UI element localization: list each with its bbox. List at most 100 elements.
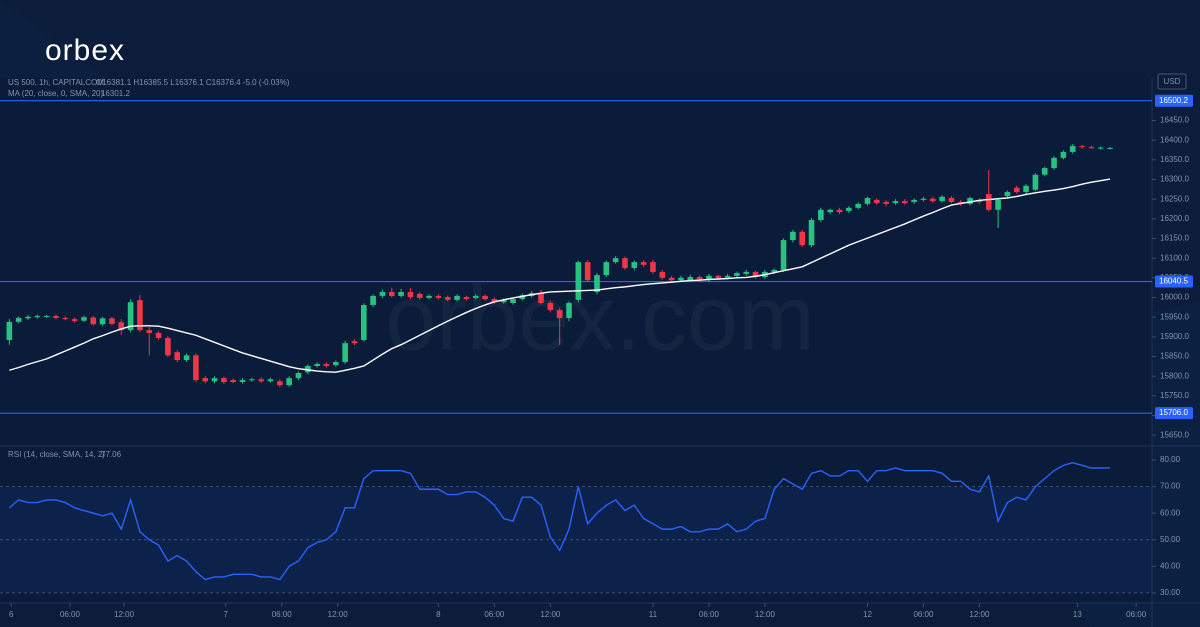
candle-body <box>500 299 507 303</box>
candle-body <box>780 240 787 270</box>
candle-body <box>426 295 432 298</box>
level-label: 15706.0 <box>1159 408 1188 417</box>
symbol-title: US 500, 1h, CAPITALCOM <box>8 78 104 87</box>
candle-body <box>221 378 227 383</box>
x-tick-label: 6 <box>9 610 14 619</box>
watermark: orbex.com <box>385 267 815 369</box>
y-tick-label: 80.00 <box>1160 455 1181 464</box>
candle-body <box>435 295 442 298</box>
candle-body <box>416 293 423 298</box>
candle-body <box>444 297 451 300</box>
candle-body <box>34 315 41 318</box>
candle-body <box>995 199 1001 210</box>
candle-body <box>659 271 666 278</box>
candle-body <box>808 220 815 246</box>
y-tick-label: 15650.0 <box>1160 430 1189 439</box>
candle-body <box>771 269 778 272</box>
candle-body <box>258 379 264 382</box>
y-tick-label: 16250.0 <box>1160 194 1189 203</box>
candle-body <box>99 318 106 325</box>
candle-body <box>687 277 694 281</box>
candle-body <box>575 262 582 300</box>
y-tick-label: 16400.0 <box>1160 135 1189 144</box>
candle-body <box>305 365 311 373</box>
candle-body <box>342 343 348 363</box>
candle-body <box>836 209 843 213</box>
candle-body <box>165 338 171 356</box>
y-tick-label: 60.00 <box>1160 508 1181 517</box>
x-tick-label: 12:00 <box>969 610 990 619</box>
candle-body <box>379 291 386 296</box>
level-label: 16040.5 <box>1159 277 1188 286</box>
y-tick-label: 16300.0 <box>1160 175 1189 184</box>
x-tick-label: 8 <box>436 610 441 619</box>
y-tick-label: 16450.0 <box>1160 116 1189 125</box>
candle-body <box>90 317 97 325</box>
x-tick-label: 06:00 <box>699 610 720 619</box>
candle-body <box>696 277 703 281</box>
candle-body <box>622 258 628 268</box>
y-tick-label: 15900.0 <box>1160 332 1189 341</box>
candle-body <box>333 362 339 366</box>
candle-body <box>1069 146 1076 152</box>
x-tick-label: 06:00 <box>60 610 81 619</box>
candle-body <box>715 275 722 278</box>
candle-body <box>1051 157 1057 169</box>
candle-body <box>277 381 283 386</box>
candle-body <box>743 271 750 274</box>
candle-body <box>137 300 143 331</box>
candle-body <box>407 291 414 298</box>
candle-body <box>295 373 302 379</box>
y-tick-label: 16000.0 <box>1160 293 1189 302</box>
candle-body <box>510 299 516 303</box>
candle-body <box>603 262 610 276</box>
candle-body <box>519 295 526 300</box>
candle-body <box>314 363 320 366</box>
candle-body <box>491 299 498 303</box>
y-tick-label: 50.00 <box>1160 535 1181 544</box>
candle-body <box>1013 187 1020 193</box>
candle-body <box>799 231 806 246</box>
level-tag <box>1155 407 1193 420</box>
y-tick-label: 70.00 <box>1160 482 1181 491</box>
y-tick-label: 16350.0 <box>1160 155 1189 164</box>
ma-label: MA (20, close, 0, SMA, 20) <box>8 89 103 98</box>
candle-body <box>902 201 908 204</box>
candle-body <box>538 293 544 303</box>
candle-body <box>547 302 554 311</box>
unit-label: USD <box>1164 77 1181 86</box>
y-tick-label: 40.00 <box>1160 561 1181 570</box>
candle-body <box>948 197 955 202</box>
candle-body <box>118 322 125 331</box>
unit-box <box>1157 73 1187 90</box>
candle-body <box>370 295 376 305</box>
candle-body <box>929 198 936 202</box>
candle-body <box>631 262 638 268</box>
candle-body <box>1060 151 1067 158</box>
series-line <box>9 178 1111 373</box>
candle-body <box>874 199 880 204</box>
candle-body <box>1041 168 1048 175</box>
candle-body <box>183 355 190 361</box>
candle-body <box>1023 185 1029 193</box>
y-tick-label: 16100.0 <box>1160 253 1189 262</box>
candle-body <box>911 199 917 202</box>
x-tick-label: 06:00 <box>913 610 934 619</box>
candle-body <box>6 321 13 340</box>
candle-body <box>724 275 731 278</box>
candle-body <box>1097 147 1104 149</box>
candle-body <box>360 304 367 340</box>
x-tick-label: 11 <box>649 610 658 619</box>
candle-body <box>678 277 684 281</box>
candle-body <box>286 378 292 386</box>
y-tick-label: 15950.0 <box>1160 312 1189 321</box>
x-tick-label: 12:00 <box>114 610 135 619</box>
candle-body <box>883 201 889 204</box>
candle-body <box>398 291 404 296</box>
candle-body <box>985 194 992 210</box>
candle-body <box>967 197 973 204</box>
candle-body <box>267 379 274 382</box>
x-tick-label: 06:00 <box>484 610 505 619</box>
candle-body <box>640 262 647 265</box>
level-tag <box>1155 275 1193 288</box>
